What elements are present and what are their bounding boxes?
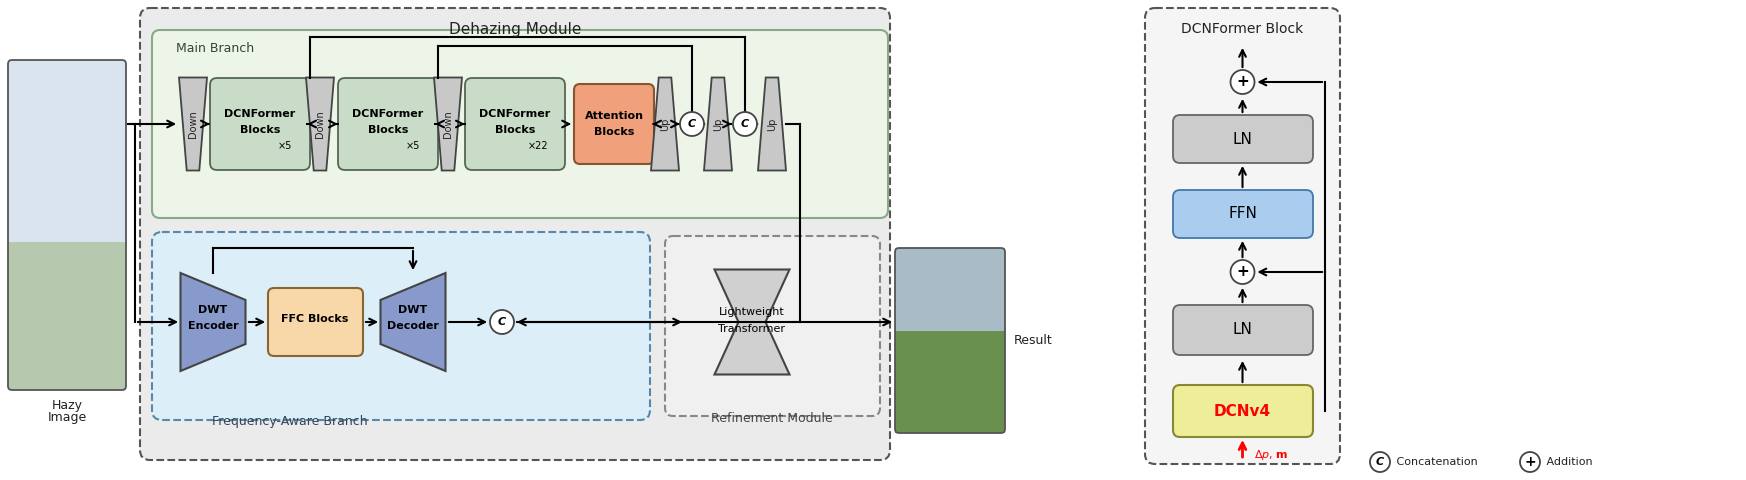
Text: C: C (688, 119, 697, 129)
Text: $\Delta p$, $\mathbf{m}$: $\Delta p$, $\mathbf{m}$ (1254, 448, 1289, 462)
Text: DCNFormer: DCNFormer (480, 109, 550, 119)
Text: DCNv4: DCNv4 (1213, 404, 1271, 419)
Circle shape (1231, 70, 1254, 94)
FancyBboxPatch shape (152, 30, 889, 218)
Bar (9, 241, 126, 390)
FancyBboxPatch shape (1173, 385, 1313, 437)
FancyBboxPatch shape (1173, 305, 1313, 355)
Polygon shape (714, 269, 789, 374)
FancyBboxPatch shape (1145, 8, 1339, 464)
Text: Blocks: Blocks (594, 127, 634, 137)
Text: DCNFormer: DCNFormer (225, 109, 295, 119)
FancyBboxPatch shape (574, 84, 655, 164)
Polygon shape (704, 77, 732, 170)
FancyBboxPatch shape (140, 8, 890, 460)
Text: LN: LN (1233, 132, 1252, 146)
Polygon shape (758, 77, 786, 170)
Text: +: + (1236, 264, 1248, 279)
Text: LN: LN (1233, 323, 1252, 337)
Text: Blocks: Blocks (368, 125, 409, 135)
Bar (896, 248, 1006, 331)
Text: DCNFormer: DCNFormer (353, 109, 424, 119)
Text: Up: Up (660, 117, 670, 131)
Text: +: + (1236, 74, 1248, 89)
FancyBboxPatch shape (1173, 190, 1313, 238)
FancyBboxPatch shape (210, 78, 311, 170)
Text: Up: Up (712, 117, 723, 131)
Text: C: C (498, 317, 506, 327)
Text: Image: Image (47, 410, 87, 423)
FancyBboxPatch shape (665, 236, 880, 416)
Text: C: C (740, 119, 749, 129)
FancyBboxPatch shape (339, 78, 438, 170)
Text: Main Branch: Main Branch (176, 42, 255, 55)
Text: Attention: Attention (585, 111, 644, 121)
Circle shape (1371, 452, 1390, 472)
Circle shape (1231, 260, 1254, 284)
Text: Lightweight: Lightweight (719, 307, 786, 317)
Text: FFN: FFN (1227, 206, 1257, 221)
Bar (9, 60, 126, 241)
Circle shape (679, 112, 704, 136)
Text: DWT: DWT (398, 305, 428, 315)
Polygon shape (306, 77, 333, 170)
Text: Dehazing Module: Dehazing Module (449, 22, 581, 37)
Text: Hazy: Hazy (51, 398, 82, 411)
Polygon shape (180, 273, 246, 371)
Text: C: C (1376, 457, 1385, 467)
Text: Down: Down (314, 110, 325, 138)
Text: ×5: ×5 (405, 141, 421, 151)
Circle shape (733, 112, 758, 136)
FancyBboxPatch shape (1173, 115, 1313, 163)
Polygon shape (180, 77, 208, 170)
Text: Refinement Module: Refinement Module (711, 412, 833, 425)
Circle shape (1521, 452, 1540, 472)
Bar (9, 60, 126, 390)
Polygon shape (381, 273, 445, 371)
Text: Blocks: Blocks (494, 125, 536, 135)
Text: Down: Down (189, 110, 197, 138)
Text: Result: Result (1014, 334, 1053, 347)
Text: Frequency-Aware Branch: Frequency-Aware Branch (213, 415, 368, 428)
Text: Transformer: Transformer (719, 324, 786, 334)
Text: Addition: Addition (1543, 457, 1592, 467)
Text: FFC Blocks: FFC Blocks (281, 314, 349, 324)
FancyBboxPatch shape (464, 78, 566, 170)
Polygon shape (651, 77, 679, 170)
Text: +: + (1524, 455, 1536, 469)
FancyBboxPatch shape (152, 232, 650, 420)
Text: ×22: ×22 (527, 141, 548, 151)
Text: Up: Up (766, 117, 777, 131)
Text: DWT: DWT (199, 305, 227, 315)
Text: Down: Down (443, 110, 452, 138)
Circle shape (491, 310, 513, 334)
Text: Encoder: Encoder (187, 321, 237, 331)
Text: ×5: ×5 (278, 141, 292, 151)
FancyBboxPatch shape (267, 288, 363, 356)
Text: DCNFormer Block: DCNFormer Block (1182, 22, 1304, 36)
Polygon shape (435, 77, 463, 170)
Text: Decoder: Decoder (388, 321, 438, 331)
Text: Concatenation: Concatenation (1393, 457, 1477, 467)
Bar (896, 331, 1006, 433)
Text: Blocks: Blocks (239, 125, 279, 135)
